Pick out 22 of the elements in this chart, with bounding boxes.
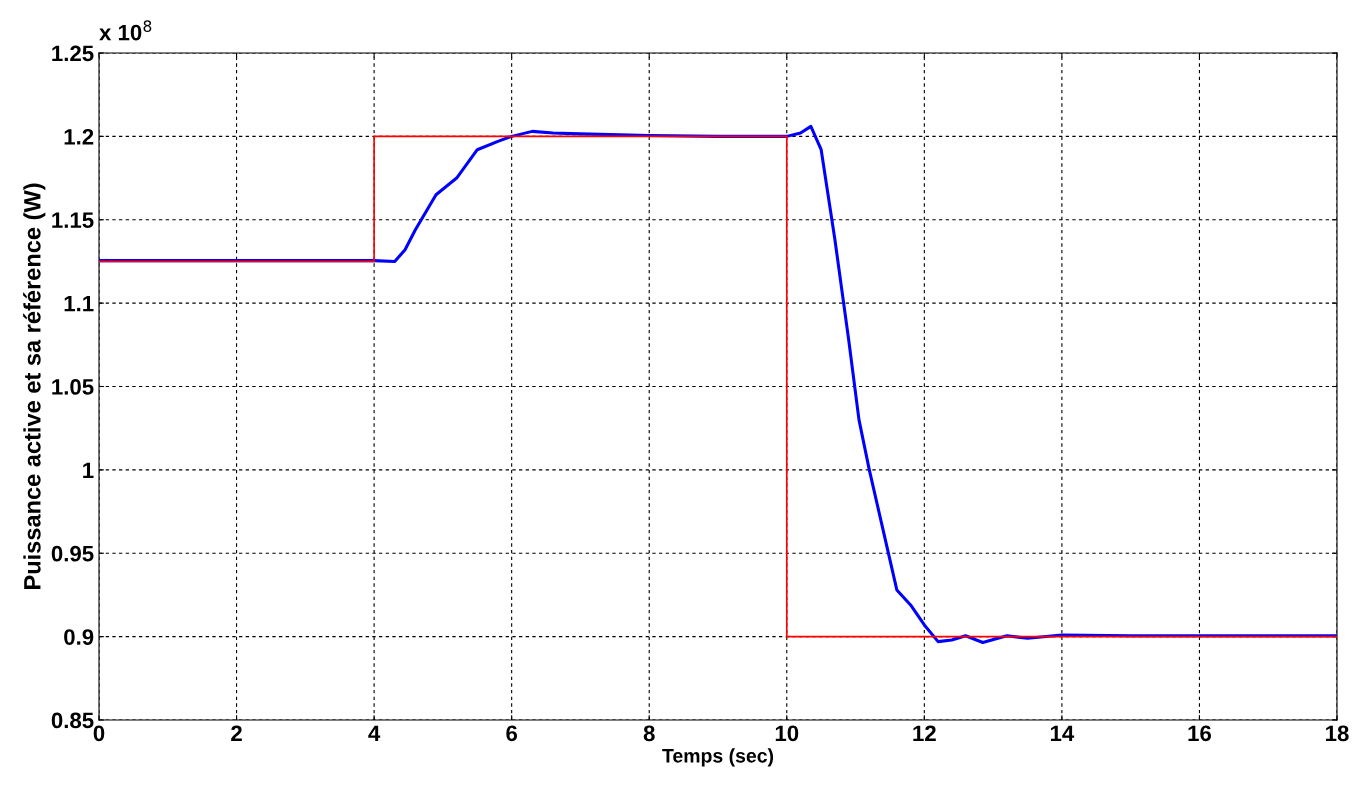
y-tick-label: 1.15 [52, 212, 94, 229]
y-axis-title: Puissance active et sa référence (W) [23, 183, 46, 589]
x-tick-label: 2 [231, 725, 242, 741]
x-tick-label: 4 [368, 725, 381, 741]
x-axis-title: Temps (sec) [662, 748, 774, 767]
x-tick-label: 6 [506, 725, 518, 742]
x-tick-label: 14 [1050, 725, 1075, 741]
y-tick-label: 0.85 [51, 712, 94, 729]
x-tick-label: 10 [775, 725, 799, 742]
y-tick-label: 1.1 [64, 295, 94, 312]
y-tick-label: 1.05 [52, 379, 94, 395]
y-tick-label: 0.95 [51, 545, 94, 562]
y-tick-label: 1 [83, 462, 94, 478]
x-tick-label: 8 [643, 725, 655, 742]
x-tick-label: 0 [93, 725, 105, 742]
y-tick-label: 0.9 [64, 629, 94, 645]
x-tick-label: 18 [1326, 725, 1349, 742]
text: x 10$^{8}$ [99, 20, 152, 41]
x-tick-label: 16 [1188, 725, 1211, 742]
y-tick-label: 1.25 [52, 45, 94, 62]
y-tick-label: 1.2 [64, 128, 94, 145]
x-tick-label: 12 [913, 725, 936, 741]
